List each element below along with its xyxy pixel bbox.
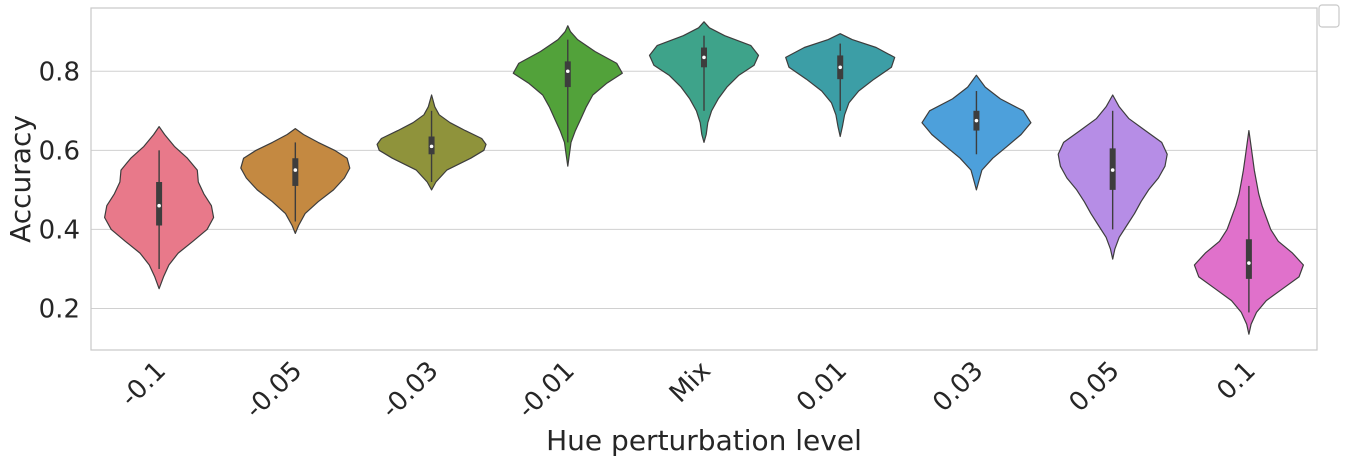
violin-group xyxy=(1057,94,1168,260)
x-tick-label: -0.05 xyxy=(239,356,308,425)
violin-median-point xyxy=(838,65,843,70)
violin-group xyxy=(785,33,896,138)
violin-group xyxy=(512,25,623,167)
violin-median-point xyxy=(429,144,434,149)
x-tick-labels: -0.1 -0.05 -0.03 -0.01 Mix 0.01 0.03 0.05 0.1 xyxy=(115,356,1262,425)
y-tick-labels: 0.2 0.4 0.6 0.8 xyxy=(39,57,80,324)
x-tick-label: Mix xyxy=(664,356,717,409)
violin-median-point xyxy=(565,69,570,74)
violin-median-point xyxy=(1110,168,1115,172)
violin-median-point xyxy=(1247,261,1251,265)
x-axis-title: Hue perturbation level xyxy=(546,424,862,457)
violin-group xyxy=(240,128,351,234)
y-tick-label: 0.8 xyxy=(39,57,80,87)
x-tick-label: -0.03 xyxy=(376,356,445,425)
x-tick-label: 0.1 xyxy=(1211,356,1261,406)
violin-group xyxy=(104,126,215,290)
violin-group xyxy=(648,21,760,143)
legend-box xyxy=(1318,4,1340,28)
y-tick-label: 0.6 xyxy=(39,136,80,166)
violin-median-point xyxy=(157,203,161,208)
violin-median-point xyxy=(702,55,706,60)
y-tick-label: 0.2 xyxy=(39,294,80,324)
violin-median-point xyxy=(974,118,979,123)
plot-frame xyxy=(90,7,1318,351)
violin-group xyxy=(376,94,487,191)
x-tick-label: 0.03 xyxy=(927,356,989,418)
x-tick-label: 0.01 xyxy=(791,356,853,418)
x-tick-label: -0.1 xyxy=(115,356,172,413)
x-tick-label: -0.01 xyxy=(512,356,581,425)
violin-group xyxy=(1193,130,1304,335)
violin-group xyxy=(921,74,1032,191)
violins xyxy=(104,21,1304,335)
x-tick-label: 0.05 xyxy=(1063,356,1125,418)
violin-median-point xyxy=(293,168,298,172)
y-axis-title: Accuracy xyxy=(4,115,37,243)
y-tick-label: 0.4 xyxy=(39,215,80,245)
